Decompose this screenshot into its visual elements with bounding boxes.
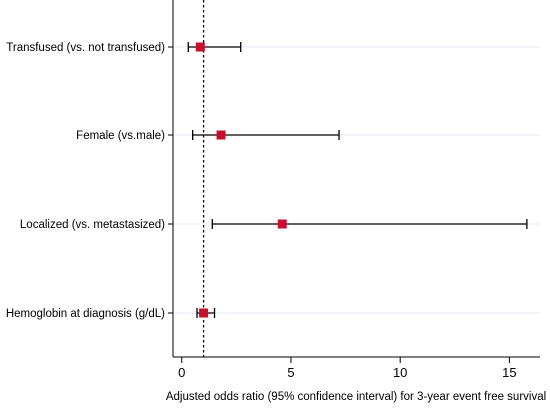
x-axis-title: Adjusted odds ratio (95% confidence inte… (166, 391, 546, 403)
estimate-marker-0 (195, 42, 205, 52)
estimate-marker-3 (199, 308, 209, 318)
estimate-marker-2 (277, 219, 287, 229)
row-label-1: Female (vs.male) (76, 130, 165, 142)
x-tick-label-3: 15 (502, 365, 516, 380)
estimate-marker-1 (216, 130, 226, 140)
row-label-3: Hemoglobin at diagnosis (g/dL) (6, 308, 165, 320)
x-tick-label-1: 5 (287, 365, 294, 380)
x-tick-label-0: 0 (178, 365, 185, 380)
x-tick-label-2: 10 (393, 365, 407, 380)
row-label-0: Transfused (vs. not transfused) (6, 42, 165, 54)
axes (172, 0, 540, 358)
gridlines (173, 46, 540, 314)
x-ticks: 0 5 10 15 (178, 357, 517, 380)
estimates-and-intervals (187, 42, 528, 318)
row-label-2: Localized (vs. metastasized) (20, 219, 165, 231)
row-labels: Transfused (vs. not transfused) Female (v… (6, 42, 173, 320)
